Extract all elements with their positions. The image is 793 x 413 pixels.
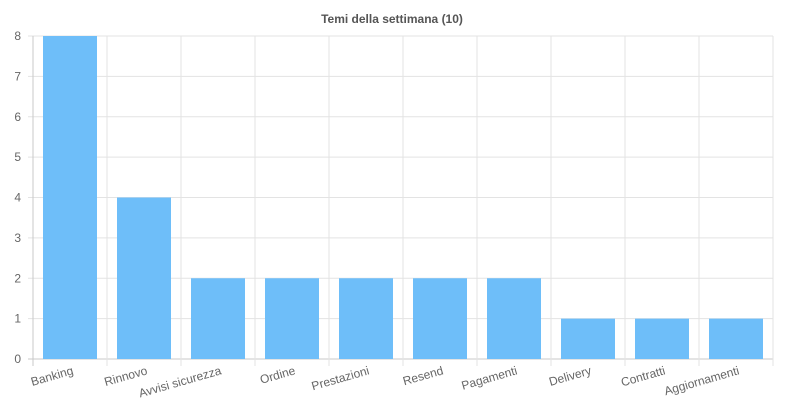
chart-title: Temi della settimana (10)	[321, 12, 463, 26]
bar-rinnovo	[117, 197, 171, 359]
x-tick-label: Pagamenti	[460, 363, 519, 392]
y-tick-label: 6	[14, 110, 21, 124]
bar-ordine	[265, 278, 319, 359]
y-tick-label: 5	[14, 150, 21, 164]
bar-layer	[43, 36, 763, 359]
y-tick-label: 1	[14, 312, 21, 326]
x-tick-label: Aggiornamenti	[663, 363, 741, 398]
x-tick-label: Avvisi sicurezza	[137, 363, 223, 400]
x-tick-label: Banking	[29, 363, 75, 388]
x-tick-label: Ordine	[258, 363, 297, 386]
bar-banking	[43, 36, 97, 359]
x-tick-label: Contratti	[619, 363, 666, 389]
y-tick-label: 3	[14, 231, 21, 245]
bar-delivery	[561, 318, 615, 359]
x-tick-label: Prestazioni	[310, 363, 371, 393]
y-tick-label: 2	[14, 271, 21, 285]
bar-prestazioni	[339, 278, 393, 359]
bar-resend	[413, 278, 467, 359]
bar-contratti	[635, 318, 689, 359]
bar-aggiornamenti	[709, 318, 763, 359]
x-tick-label: Resend	[401, 363, 445, 388]
y-tick-label: 0	[14, 352, 21, 366]
bar-pagamenti	[487, 278, 541, 359]
bar-avvisi-sicurezza	[191, 278, 245, 359]
y-tick-label: 8	[14, 29, 21, 43]
y-tick-label: 4	[14, 191, 21, 205]
y-tick-label: 7	[14, 69, 21, 83]
grid-layer	[28, 35, 774, 366]
x-tick-label: Delivery	[547, 363, 593, 388]
